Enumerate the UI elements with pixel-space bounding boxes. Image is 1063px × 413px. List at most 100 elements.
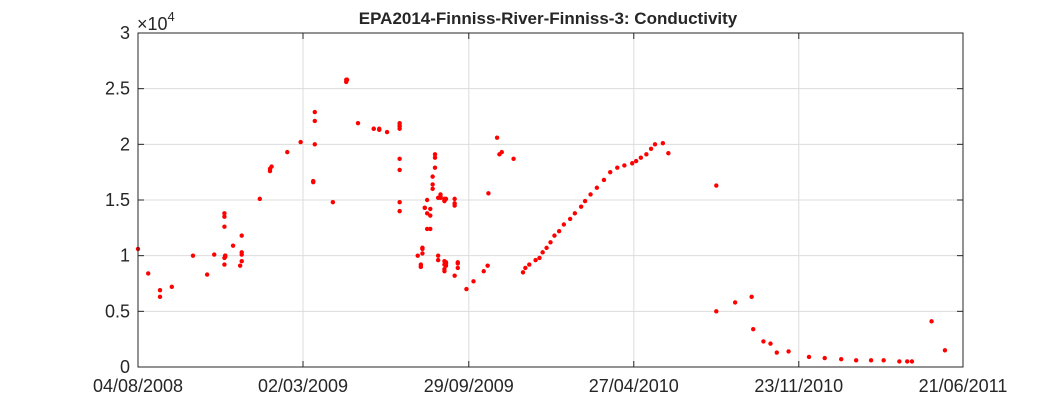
data-point — [455, 265, 460, 271]
data-point — [561, 222, 567, 227]
data-point — [222, 262, 227, 267]
data-point — [415, 253, 420, 258]
data-point — [438, 192, 443, 197]
data-point — [881, 358, 886, 363]
data-point — [432, 155, 438, 160]
data-point — [424, 197, 430, 203]
data-point — [424, 211, 430, 216]
data-point — [768, 341, 773, 346]
data-point — [169, 284, 174, 290]
y-tick-labels: 0 0.5 1 1.5 2 2.5 3 — [105, 23, 130, 377]
data-point — [298, 139, 303, 145]
data-point — [660, 141, 666, 146]
data-point — [312, 109, 317, 115]
data-point — [942, 348, 948, 353]
y-scale-multiplier: ×104 — [137, 9, 175, 34]
data-point — [909, 359, 915, 364]
data-point — [384, 129, 390, 135]
data-point — [312, 118, 317, 124]
data-point — [540, 250, 545, 255]
data-point — [714, 309, 719, 314]
data-point — [455, 260, 460, 265]
x-tick-label: 27/04/2010 — [589, 376, 679, 396]
data-point — [212, 252, 217, 257]
data-point — [552, 233, 557, 238]
data-point — [868, 358, 874, 363]
data-point — [853, 358, 859, 363]
data-point — [420, 245, 425, 251]
data-point — [157, 294, 163, 300]
data-point — [839, 357, 844, 362]
data-point — [435, 253, 441, 258]
data-point — [572, 211, 578, 216]
data-point — [537, 255, 542, 261]
data-point — [644, 152, 649, 157]
data-point — [556, 228, 562, 234]
data-point — [588, 192, 593, 197]
data-point — [548, 240, 553, 245]
data-point — [601, 177, 607, 183]
tick-marks — [137, 32, 964, 368]
data-point — [615, 165, 620, 170]
data-point — [397, 167, 402, 173]
data-point — [190, 253, 196, 258]
data-point — [648, 146, 654, 151]
data-point — [544, 245, 549, 251]
data-point — [397, 200, 402, 205]
data-point — [452, 201, 457, 206]
x-tick-label: 04/08/2008 — [93, 376, 183, 396]
data-point — [897, 359, 902, 364]
data-point — [527, 262, 532, 267]
y-tick-label: 3 — [120, 23, 130, 43]
data-point — [786, 349, 791, 354]
data-point — [485, 263, 490, 268]
data-point — [230, 243, 236, 248]
chart-title: EPA2014-Finniss-River-Finniss-3: Conduct… — [359, 9, 738, 28]
x-tick-labels: 04/08/2008 02/03/2009 29/09/2009 27/04/2010… — [93, 376, 1007, 396]
data-point — [239, 250, 244, 255]
data-point — [311, 179, 316, 185]
data-point — [582, 198, 588, 204]
data-point — [749, 294, 754, 300]
data-point — [239, 233, 244, 238]
data-point — [397, 120, 402, 126]
data-point — [422, 205, 427, 210]
data-point — [520, 270, 526, 275]
data-point — [567, 216, 573, 222]
data-point — [714, 183, 719, 188]
data-point — [774, 350, 779, 355]
data-point — [432, 152, 438, 157]
data-point — [312, 142, 317, 147]
data-point — [430, 186, 435, 192]
data-point — [608, 169, 613, 175]
data-point — [633, 158, 639, 164]
data-point — [638, 155, 644, 160]
y-tick-label: 1 — [120, 246, 130, 266]
y-tick-label: 0 — [120, 357, 130, 377]
data-point — [430, 182, 435, 187]
data-point — [424, 226, 430, 232]
data-point — [499, 149, 504, 155]
data-point — [822, 355, 827, 361]
data-point — [223, 253, 228, 258]
data-point — [929, 319, 934, 324]
y-tick-label: 2 — [120, 134, 130, 154]
data-point — [511, 156, 516, 162]
data-point — [751, 326, 756, 332]
data-point — [578, 204, 584, 209]
data-point — [222, 214, 227, 219]
data-point — [652, 142, 658, 147]
data-point — [430, 174, 435, 179]
data-point — [666, 151, 671, 156]
y-tick-label: 1.5 — [105, 190, 130, 210]
x-tick-label: 02/03/2009 — [258, 376, 348, 396]
data-point — [420, 251, 425, 256]
data-point — [330, 200, 336, 205]
data-point — [397, 156, 402, 162]
data-point — [371, 126, 376, 131]
data-point — [157, 287, 163, 293]
data-point — [397, 208, 402, 214]
data-point — [237, 263, 243, 268]
data-point — [452, 273, 457, 278]
